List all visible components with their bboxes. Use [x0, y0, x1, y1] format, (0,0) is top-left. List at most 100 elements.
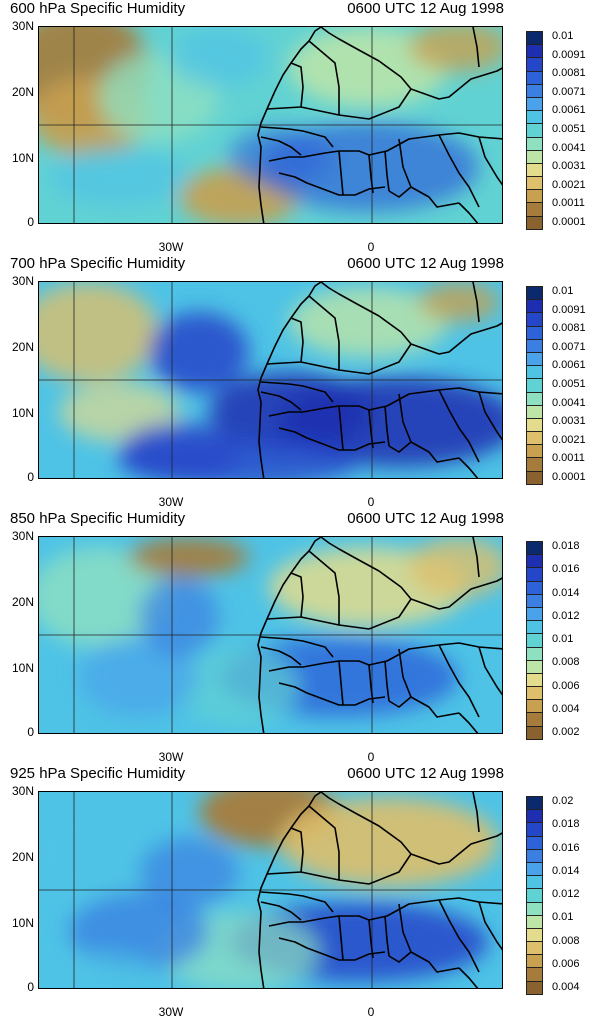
- colorbar-swatch: [526, 338, 543, 353]
- country-border: [266, 62, 304, 110]
- humidity-field: [39, 547, 169, 647]
- colorbar-swatch: [526, 391, 543, 406]
- colorbar-label: 0.0021: [552, 178, 586, 191]
- panel-timestamp: 0600 UTC 12 Aug 1998: [347, 765, 504, 782]
- lon-label: 30W: [158, 495, 184, 509]
- lat-label: 30N: [11, 784, 34, 798]
- colorbar-label: 0.0011: [552, 197, 585, 210]
- colorbar-swatch: [526, 927, 543, 943]
- lat-label: 20N: [11, 850, 34, 864]
- colorbar-swatch: [526, 215, 543, 230]
- colorbar-swatch: [526, 672, 543, 688]
- country-border: [260, 391, 302, 411]
- colorbar-swatch: [526, 378, 543, 393]
- humidity-field: [49, 147, 189, 207]
- colorbar-label: 0.002: [552, 726, 580, 738]
- lat-label: 0: [27, 980, 34, 994]
- colorbar-swatch: [526, 123, 543, 138]
- colorbar-swatch: [526, 299, 543, 314]
- country-border: [388, 186, 412, 198]
- colorbar-label: 0.006: [552, 957, 580, 970]
- panel-title: 600 hPa Specific Humidity: [10, 0, 186, 17]
- panel-timestamp: 0600 UTC 12 Aug 1998: [347, 0, 504, 17]
- country-border: [268, 642, 502, 672]
- lat-label: 30N: [11, 529, 34, 543]
- colorbar-label: 0.018: [552, 818, 580, 831]
- country-border: [398, 393, 460, 463]
- country-border: [338, 150, 344, 196]
- country-border: [260, 136, 302, 156]
- colorbar-label: 0.0021: [552, 433, 586, 446]
- humidity-map: [38, 536, 503, 734]
- humidity-field: [279, 797, 499, 887]
- country-border: [338, 598, 412, 630]
- humidity-field: [79, 637, 199, 717]
- colorbar-label: 0.012: [552, 888, 580, 900]
- country-border: [266, 827, 304, 875]
- colorbar-swatch: [526, 809, 543, 824]
- colorbar-swatch: [526, 44, 543, 59]
- colorbar-swatch: [526, 620, 543, 635]
- country-border: [320, 792, 502, 865]
- colorbar-label: 0.0001: [552, 471, 586, 483]
- country-border: [472, 537, 480, 578]
- country-border: [398, 138, 460, 208]
- colorbar-swatch: [526, 822, 543, 837]
- country-border: [458, 202, 479, 223]
- humidity-field: [149, 312, 249, 392]
- colorbar-swatch: [526, 967, 543, 982]
- lat-label: 10N: [11, 916, 34, 930]
- humidity-field: [409, 537, 502, 597]
- lat-label: 10N: [11, 406, 34, 420]
- colorbar-swatch: [526, 835, 543, 850]
- country-border: [338, 88, 412, 120]
- lat-label: 20N: [11, 340, 34, 354]
- humidity-field: [289, 287, 449, 357]
- map-panel: 925 hPa Specific Humidity 0600 UTC 12 Aug…: [0, 765, 600, 1020]
- map-panel: 850 hPa Specific Humidity 0600 UTC 12 Aug…: [0, 510, 600, 765]
- map-panel: 600 hPa Specific Humidity 0600 UTC 12 Aug…: [0, 0, 600, 255]
- colorbar-swatch: [526, 110, 543, 125]
- country-border: [320, 537, 502, 610]
- country-border: [260, 126, 334, 148]
- lat-label: 0: [27, 470, 34, 484]
- colorbar-swatch: [526, 365, 543, 380]
- colorbar-label: 0.0051: [552, 123, 586, 135]
- colorbar-swatch: [526, 149, 543, 164]
- colorbar-label: 0.01: [552, 911, 574, 924]
- humidity-field: [179, 647, 299, 727]
- colorbar-label: 0.014: [552, 864, 580, 877]
- humidity-field: [69, 892, 209, 972]
- country-border: [266, 572, 304, 620]
- country-border: [388, 441, 412, 453]
- colorbar-swatch: [526, 554, 543, 569]
- lon-label: 0: [367, 1005, 375, 1019]
- country-border: [300, 295, 340, 371]
- country-border: [458, 967, 479, 988]
- colorbar-label: 0.0091: [552, 48, 586, 61]
- lon-label: 0: [367, 750, 375, 764]
- colorbar-swatch: [526, 954, 543, 969]
- humidity-field: [129, 537, 249, 577]
- country-border: [320, 282, 502, 355]
- country-border: [268, 897, 502, 927]
- humidity-map: [38, 26, 503, 224]
- lat-label: 10N: [11, 661, 34, 675]
- country-border: [320, 27, 502, 100]
- country-border: [478, 391, 502, 441]
- colorbar-swatch: [526, 83, 543, 98]
- colorbar-swatch: [526, 162, 543, 178]
- country-border: [278, 172, 386, 196]
- country-border: [338, 405, 344, 451]
- colorbar-label: 0.0081: [552, 322, 586, 335]
- country-border: [260, 891, 334, 913]
- colorbar-swatch: [526, 96, 543, 112]
- lat-label: 20N: [11, 85, 34, 99]
- country-border: [266, 317, 304, 365]
- lon-label: 30W: [158, 750, 184, 764]
- colorbar: [526, 286, 543, 485]
- colorbar-swatch: [526, 888, 543, 903]
- country-border: [260, 646, 302, 666]
- colorbar: [526, 31, 543, 230]
- colorbar-label: 0.0031: [552, 160, 586, 173]
